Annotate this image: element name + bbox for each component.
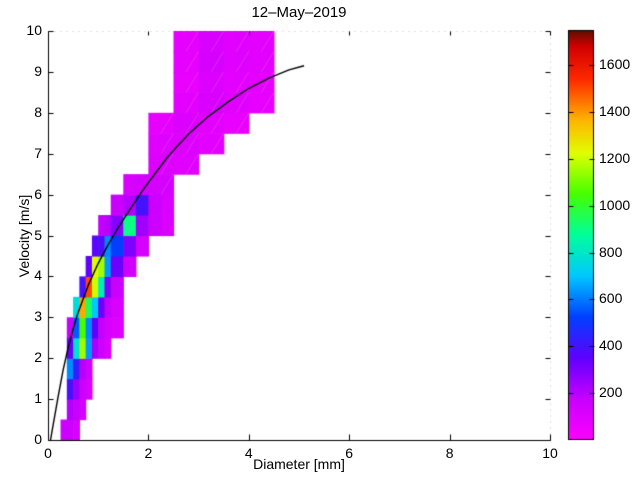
y-tick-1: 1 (34, 390, 42, 407)
y-tick-10: 10 (26, 22, 42, 38)
x-tick-8: 8 (445, 445, 454, 461)
colorbar-tick-800: 800 (599, 243, 623, 260)
y-tick-4: 4 (34, 267, 42, 284)
y-tick-5: 5 (34, 226, 42, 243)
colorbar-tick-1400: 1400 (599, 103, 631, 119)
colorbar-tick-1600: 1600 (599, 56, 631, 73)
x-tick-10: 10 (542, 445, 558, 461)
colorbar-tick-1000: 1000 (599, 196, 631, 213)
colorbar-tick-400: 400 (599, 337, 623, 354)
x-tick-6: 6 (345, 445, 354, 461)
x-axis-label: Diameter [mm] (253, 456, 345, 472)
y-tick-7: 7 (34, 144, 42, 161)
colorbar-tick-1200: 1200 (599, 149, 631, 166)
y-tick-3: 3 (34, 308, 42, 325)
chart-title: 12–May–2019 (251, 4, 347, 21)
y-tick-9: 9 (34, 62, 42, 79)
x-tick-0: 0 (44, 445, 52, 461)
y-tick-6: 6 (34, 185, 42, 202)
y-tick-0: 0 (34, 431, 42, 447)
y-tick-8: 8 (34, 103, 42, 120)
x-tick-4: 4 (244, 445, 253, 461)
y-tick-2: 2 (34, 349, 42, 366)
x-tick-2: 2 (144, 445, 153, 461)
colorbar-tick-600: 600 (599, 290, 623, 307)
colorbar-tick-200: 200 (599, 384, 623, 401)
